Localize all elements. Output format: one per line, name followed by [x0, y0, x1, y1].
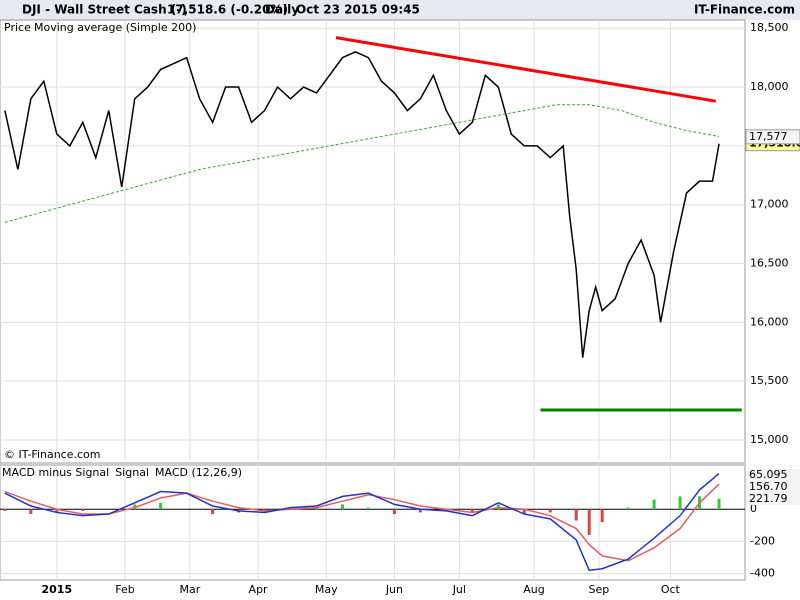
last-label-box — [746, 469, 800, 481]
x-tick-label: Sep — [589, 583, 610, 596]
y-tick-label: -400 — [750, 567, 775, 580]
series-line — [4, 483, 720, 562]
series-line — [4, 50, 720, 358]
period: Daily — [265, 3, 299, 17]
price-panel — [0, 19, 746, 464]
histogram-bar — [574, 509, 578, 521]
y-tick-label: 0 — [750, 502, 757, 515]
x-tick-label: Feb — [115, 583, 134, 596]
histogram-bar — [652, 499, 656, 510]
x-tick-label: Aug — [523, 583, 544, 596]
y-tick-label: 16,500 — [750, 257, 789, 270]
x-tick-label: Mar — [180, 583, 201, 596]
brand: IT-Finance.com — [694, 3, 795, 17]
legend-entry: Signal — [115, 466, 149, 479]
histogram-bar — [678, 496, 682, 510]
x-tick-label: Jun — [385, 583, 403, 596]
y-tick-label: 15,500 — [750, 374, 789, 387]
x-tick-label: Apr — [249, 583, 269, 596]
last-label: 156.70 — [749, 480, 788, 493]
histogram-bar — [81, 509, 85, 511]
last-label-box — [746, 481, 800, 493]
histogram-bar — [289, 507, 293, 510]
histogram-bar — [548, 509, 552, 513]
y-tick-label: -200 — [750, 534, 775, 547]
y-tick-label: 17,000 — [750, 198, 789, 211]
histogram-bar — [133, 504, 137, 510]
last-label: 17,577 — [749, 130, 788, 143]
histogram-bar — [470, 509, 474, 513]
histogram-bar — [392, 509, 396, 515]
y-tick-label: 16,000 — [750, 315, 789, 328]
histogram-bar — [3, 509, 7, 511]
y-tick-label: 15,000 — [750, 433, 789, 446]
histogram-bar — [717, 498, 721, 510]
x-tick-label: Oct — [661, 583, 681, 596]
macd-panel — [0, 464, 746, 581]
histogram-bar — [211, 509, 215, 515]
y-tick-label: 18,000 — [750, 80, 789, 93]
histogram-bar — [626, 507, 630, 510]
histogram-bar — [600, 509, 604, 523]
datetime: Oct 23 2015 09:45 — [296, 3, 420, 17]
symbol: DJI - Wall Street Cash (-) — [22, 3, 187, 17]
x-tick-label: Jul — [452, 583, 466, 596]
last-label-box — [745, 129, 800, 145]
histogram-bar — [55, 509, 59, 513]
histogram-bar — [315, 507, 319, 510]
legend-entry: Price — [4, 21, 31, 34]
legend-entry: MACD (12,26,9) — [155, 466, 242, 479]
series-line — [4, 472, 720, 572]
histogram-bar — [366, 507, 370, 510]
header-bar — [0, 0, 800, 20]
histogram-bar — [444, 509, 448, 511]
quote: 17,518.6 (-0.20%) — [167, 3, 288, 17]
x-tick-label: 2015 — [41, 583, 72, 596]
histogram-bar — [340, 504, 344, 510]
x-tick-label: May — [315, 583, 338, 596]
histogram-bar — [522, 509, 526, 515]
histogram-bar — [496, 504, 500, 510]
histogram-bar — [29, 509, 33, 515]
copyright: © IT-Finance.com — [4, 448, 101, 461]
histogram-bar — [587, 509, 591, 535]
series-line — [4, 104, 720, 223]
last-label: 65.095 — [749, 468, 788, 481]
y-tick-label: 18,500 — [750, 21, 789, 34]
histogram-bar — [159, 502, 163, 510]
histogram-bar — [263, 509, 267, 511]
last-label: 221.79 — [749, 492, 788, 505]
trend-line — [335, 36, 717, 103]
legend-entry: MACD minus Signal — [2, 466, 109, 479]
histogram-bar — [418, 509, 422, 513]
last-label-box — [746, 493, 800, 505]
legend-entry: Moving average (Simple 200) — [34, 21, 196, 34]
